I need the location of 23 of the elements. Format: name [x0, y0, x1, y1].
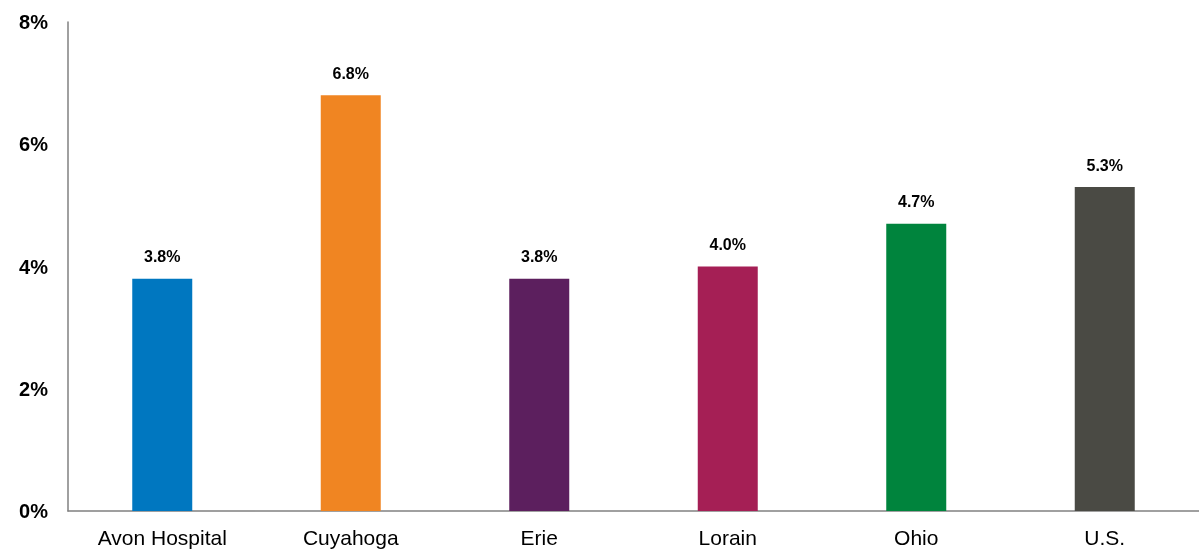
data-label: 4.7%: [898, 193, 935, 211]
x-tick-label: U.S.: [1084, 526, 1126, 549]
x-tick-label: Avon Hospital: [97, 526, 227, 549]
bar: [1074, 187, 1135, 511]
y-tick-label: 2%: [19, 377, 49, 400]
y-tick-label: 4%: [19, 255, 49, 278]
bar: [320, 95, 381, 511]
x-tick-label: Cuyahoga: [302, 526, 399, 549]
data-label: 5.3%: [1086, 156, 1123, 174]
data-label: 4.0%: [709, 236, 746, 253]
y-tick-label: 8%: [19, 11, 49, 33]
bar: [886, 223, 947, 511]
y-tick-label: 0%: [19, 500, 49, 522]
data-label: 3.8%: [521, 248, 558, 266]
data-label: 6.8%: [332, 64, 369, 82]
x-tick-label: Ohio: [894, 526, 939, 549]
x-tick-label: Erie: [520, 526, 558, 549]
y-tick-label: 6%: [19, 133, 49, 156]
data-label: 3.8%: [144, 248, 181, 266]
bar: [697, 266, 758, 511]
bar: [132, 278, 193, 511]
bar: [509, 278, 570, 511]
x-tick-label: Lorain: [698, 526, 757, 549]
